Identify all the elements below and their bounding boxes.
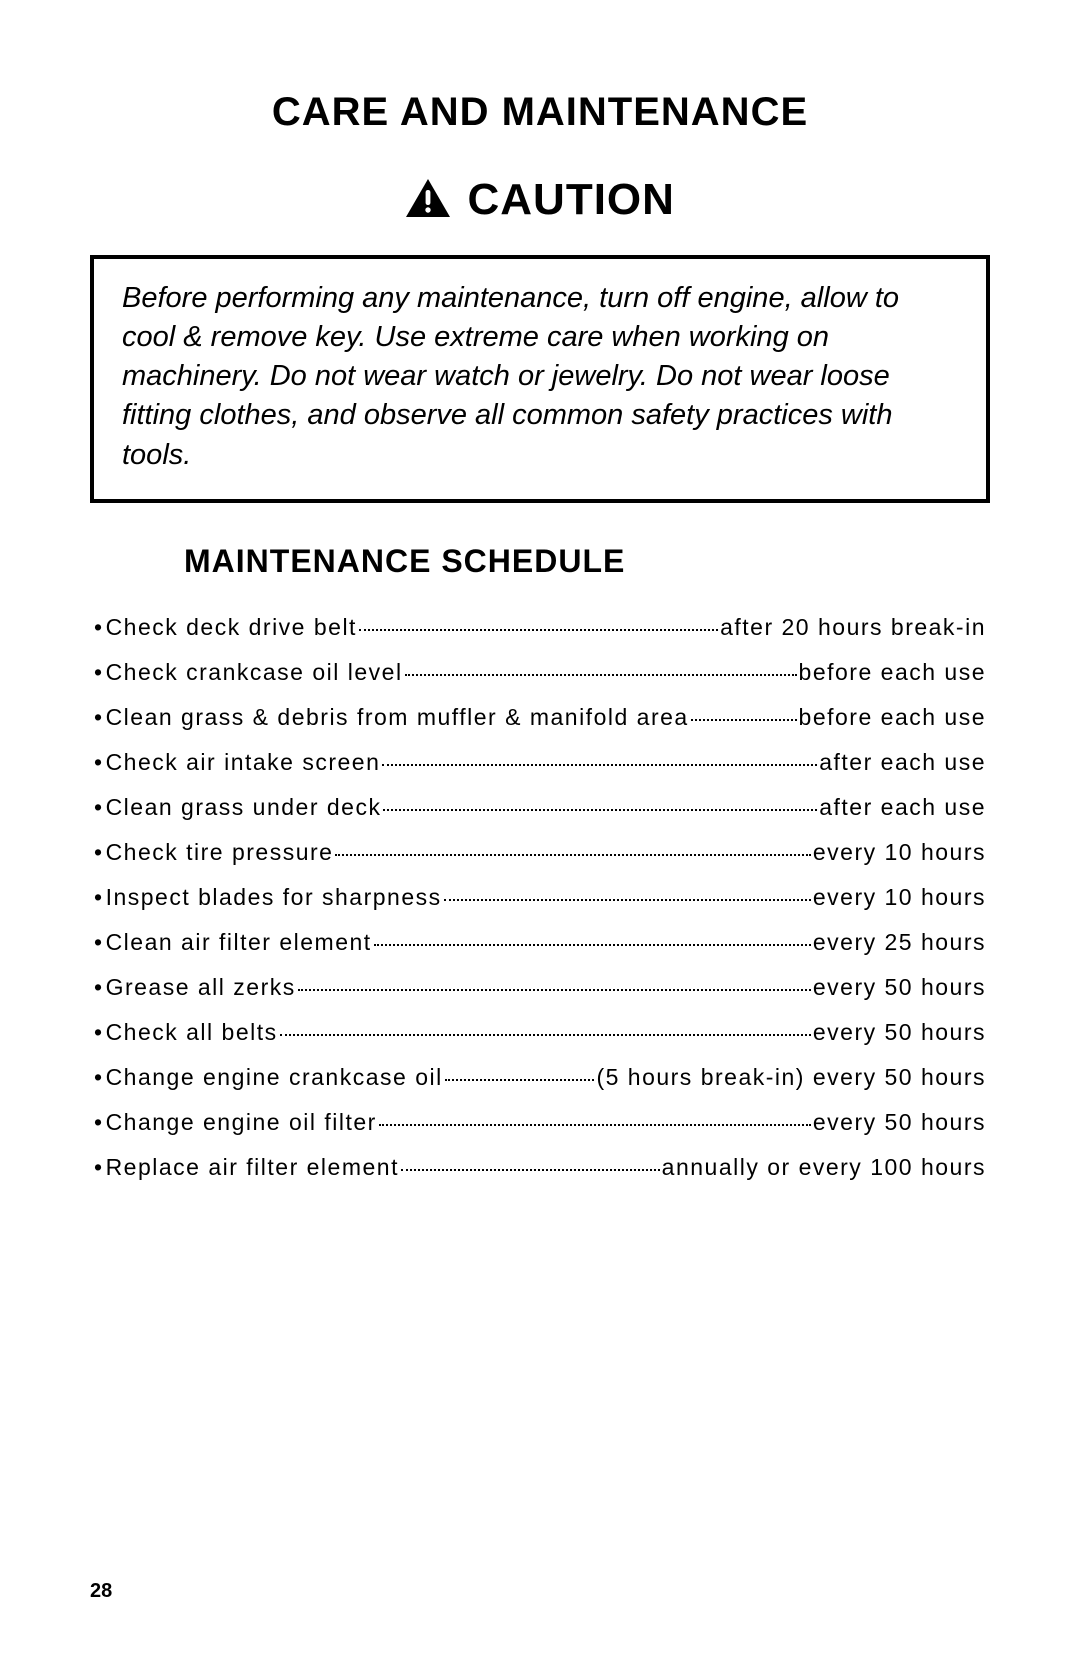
schedule-task: Check deck drive belt [106, 614, 357, 641]
schedule-frequency: after each use [819, 749, 986, 776]
schedule-item: •Grease all zerks every 50 hours [94, 974, 986, 1001]
schedule-task: Check crankcase oil level [106, 659, 403, 686]
schedule-item: •Check tire pressure every 10 hours [94, 839, 986, 866]
leader-dots [383, 809, 817, 811]
bullet-icon: • [94, 929, 104, 956]
schedule-frequency: every 50 hours [813, 1109, 986, 1136]
schedule-item: •Change engine crankcase oil (5 hours bre… [94, 1064, 986, 1091]
leader-dots [374, 944, 811, 946]
caution-message: Before performing any maintenance, turn … [122, 279, 958, 475]
schedule-item: •Clean grass & debris from muffler & man… [94, 704, 986, 731]
schedule-item: •Clean grass under deck after each use [94, 794, 986, 821]
schedule-frequency: after 20 hours break-in [720, 614, 986, 641]
schedule-item: •Check deck drive belt after 20 hours bre… [94, 614, 986, 641]
schedule-task: Check air intake screen [106, 749, 381, 776]
leader-dots [382, 764, 817, 766]
schedule-task: Replace air filter element [106, 1154, 399, 1181]
document-page: CARE AND MAINTENANCE CAUTION Before perf… [0, 0, 1080, 1181]
schedule-task: Check tire pressure [106, 839, 334, 866]
leader-dots [335, 854, 810, 856]
maintenance-schedule-list: •Check deck drive beltafter 20 hours bre… [90, 614, 990, 1181]
schedule-task: Change engine crankcase oil [106, 1064, 443, 1091]
caution-box: Before performing any maintenance, turn … [90, 255, 990, 503]
bullet-icon: • [94, 1109, 104, 1136]
schedule-item: •Check air intake screen after each use [94, 749, 986, 776]
bullet-icon: • [94, 839, 104, 866]
schedule-frequency: every 10 hours [813, 884, 986, 911]
schedule-frequency: after each use [819, 794, 986, 821]
caution-label: CAUTION [468, 175, 675, 225]
schedule-task: Clean grass under deck [106, 794, 382, 821]
bullet-icon: • [94, 614, 104, 641]
schedule-frequency: every 50 hours [813, 1019, 986, 1046]
bullet-icon: • [94, 659, 104, 686]
schedule-task: Check all belts [106, 1019, 278, 1046]
bullet-icon: • [94, 1019, 104, 1046]
schedule-frequency: every 25 hours [813, 929, 986, 956]
schedule-task: Clean air filter element [106, 929, 372, 956]
schedule-frequency: every 50 hours [813, 974, 986, 1001]
schedule-task: Inspect blades for sharpness [106, 884, 442, 911]
schedule-item: •Clean air filter element every 25 hours [94, 929, 986, 956]
warning-icon [405, 178, 451, 223]
leader-dots [691, 719, 797, 721]
leader-dots [401, 1169, 660, 1171]
bullet-icon: • [94, 884, 104, 911]
schedule-item: •Check crankcase oil level before each us… [94, 659, 986, 686]
schedule-frequency: every 10 hours [813, 839, 986, 866]
leader-dots [379, 1124, 811, 1126]
leader-dots [445, 1079, 595, 1081]
leader-dots [298, 989, 811, 991]
maintenance-schedule-heading: MAINTENANCE SCHEDULE [184, 543, 990, 580]
bullet-icon: • [94, 1154, 104, 1181]
schedule-item: •Check all belts every 50 hours [94, 1019, 986, 1046]
leader-dots [280, 1034, 811, 1036]
schedule-frequency: (5 hours break-in) every 50 hours [596, 1064, 986, 1091]
page-title: CARE AND MAINTENANCE [90, 90, 990, 135]
bullet-icon: • [94, 1064, 104, 1091]
schedule-item: •Replace air filter element annually or e… [94, 1154, 986, 1181]
leader-dots [444, 899, 811, 901]
bullet-icon: • [94, 749, 104, 776]
schedule-task: Clean grass & debris from muffler & mani… [106, 704, 689, 731]
schedule-item: •Inspect blades for sharpness every 10 ho… [94, 884, 986, 911]
leader-dots [405, 674, 797, 676]
schedule-item: •Change engine oil filter every 50 hours [94, 1109, 986, 1136]
caution-header: CAUTION [90, 175, 990, 225]
bullet-icon: • [94, 974, 104, 1001]
schedule-frequency: annually or every 100 hours [662, 1154, 986, 1181]
bullet-icon: • [94, 704, 104, 731]
leader-dots [359, 629, 718, 631]
page-number: 28 [90, 1580, 112, 1603]
schedule-frequency: before each use [799, 704, 986, 731]
schedule-frequency: before each use [799, 659, 986, 686]
bullet-icon: • [94, 794, 104, 821]
schedule-task: Grease all zerks [106, 974, 296, 1001]
schedule-task: Change engine oil filter [106, 1109, 377, 1136]
